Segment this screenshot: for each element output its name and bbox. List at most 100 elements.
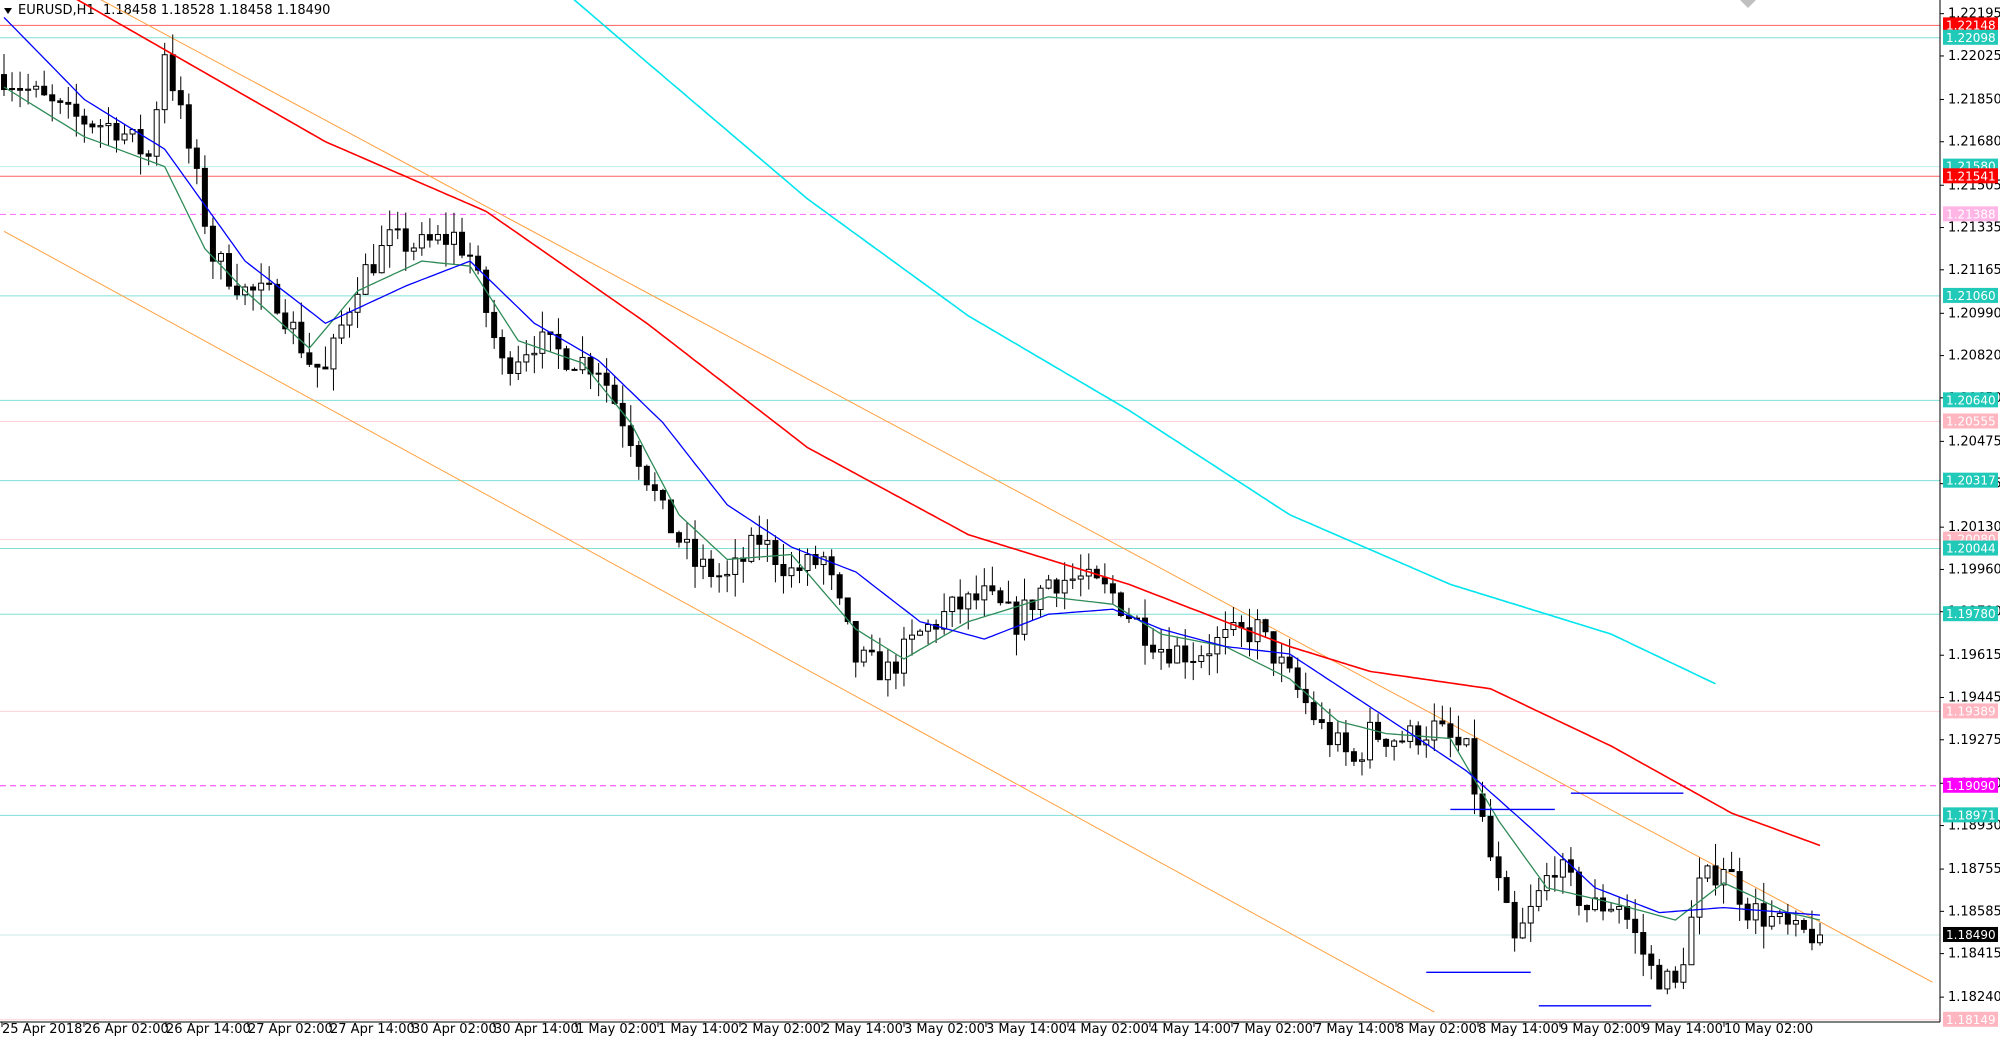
moving-average-line <box>3 86 1821 921</box>
price-tag-label: 1.19090 <box>1946 779 1996 793</box>
candle-body <box>1527 905 1534 924</box>
candle-body <box>1688 916 1695 966</box>
x-tick-label: 4 May 14:00 <box>1150 1022 1231 1037</box>
candle-body <box>346 311 353 326</box>
scroll-marker-icon[interactable] <box>1740 0 1756 8</box>
x-tick-label: 3 May 02:00 <box>904 1022 985 1037</box>
candle-body <box>724 573 731 577</box>
price-tag <box>1943 807 1998 823</box>
candle-body <box>732 557 739 575</box>
candle-body <box>1760 903 1767 927</box>
candle-body <box>675 532 682 543</box>
price-tag-label: 1.20317 <box>1946 474 1996 488</box>
candle-body <box>1736 871 1743 905</box>
candle-body <box>965 593 972 610</box>
ohlc-readout: 1.18458 1.18528 1.18458 1.18490 <box>102 3 331 18</box>
candle-body <box>491 311 498 339</box>
candle-body <box>539 331 546 354</box>
x-tick-label: 30 Apr 02:00 <box>412 1022 497 1037</box>
candle-body <box>1656 964 1663 990</box>
candle-body <box>450 231 457 245</box>
candle-body <box>426 234 433 241</box>
candle-body <box>234 285 241 296</box>
candle-body <box>812 554 819 566</box>
price-tag-label: 1.22148 <box>1946 18 1996 32</box>
candle-body <box>868 649 875 653</box>
candle-body <box>169 54 176 92</box>
candle-body <box>1198 655 1205 662</box>
candle-body <box>378 245 385 274</box>
y-tick-label: 1.20990 <box>1948 306 2000 321</box>
candle-body <box>225 253 232 287</box>
candle-body <box>201 167 208 227</box>
candle-body <box>499 337 506 359</box>
candle-body <box>1318 719 1325 724</box>
price-tag-label: 1.20640 <box>1946 393 1996 407</box>
candle-body <box>1391 740 1398 747</box>
candle-body <box>523 354 530 363</box>
candle-body <box>17 88 24 91</box>
y-tick-label: 1.21165 <box>1948 263 2000 278</box>
dropdown-triangle-icon[interactable] <box>4 7 12 14</box>
candle-body <box>1680 964 1687 983</box>
candle-body <box>764 540 771 545</box>
x-tick-label: 2 May 14:00 <box>822 1022 903 1037</box>
moving-average-line <box>76 0 1821 847</box>
candle-body <box>113 122 120 141</box>
candle-body <box>1174 645 1181 664</box>
y-tick-label: 1.20820 <box>1948 349 2000 364</box>
price-tag <box>1943 392 1998 408</box>
candle-body <box>1728 869 1735 873</box>
candle-body <box>1350 751 1357 762</box>
y-tick-label: 1.19960 <box>1948 562 2000 577</box>
candle-body <box>1792 919 1799 925</box>
price-tag <box>1943 606 1998 622</box>
candle-body <box>442 233 449 245</box>
price-tag <box>1943 926 1998 942</box>
price-tag-label: 1.22098 <box>1946 31 1996 45</box>
candle-body <box>1326 722 1333 746</box>
candle-body <box>330 337 337 370</box>
candles <box>1 34 1823 995</box>
candle-body <box>322 366 329 370</box>
candle-body <box>1455 736 1462 746</box>
candle-body <box>266 282 273 285</box>
candle-body <box>1752 903 1759 921</box>
candle-body <box>386 229 393 247</box>
candle-body <box>65 101 72 105</box>
y-tick-label: 1.21335 <box>1948 221 2000 236</box>
x-tick-label: 1 May 14:00 <box>658 1022 739 1037</box>
candle-body <box>1182 645 1189 663</box>
candle-body <box>1270 631 1277 664</box>
candle-body <box>595 372 602 375</box>
candle-body <box>804 554 811 572</box>
candle-body <box>314 363 321 368</box>
price-tag <box>1943 287 1998 303</box>
candle-body <box>9 88 16 91</box>
candle-body <box>716 575 723 578</box>
candle-body <box>1101 577 1108 585</box>
candle-body <box>909 634 915 640</box>
price-tag <box>1943 703 1998 719</box>
candle-body <box>1664 970 1671 990</box>
y-tick-label: 1.18240 <box>1948 990 2000 1005</box>
x-tick-label: 7 May 14:00 <box>1314 1022 1395 1037</box>
x-tick-label: 8 May 02:00 <box>1396 1022 1477 1037</box>
candle-body <box>1648 953 1655 966</box>
candle-body <box>748 534 755 562</box>
candle-body <box>1632 918 1639 934</box>
candle-body <box>1383 738 1390 747</box>
candle-body <box>434 233 441 241</box>
x-tick-label: 8 May 14:00 <box>1478 1022 1559 1037</box>
x-tick-label: 7 May 02:00 <box>1232 1022 1313 1037</box>
candle-body <box>1069 578 1076 581</box>
candle-body <box>290 321 297 330</box>
candle-body <box>1487 815 1494 858</box>
candle-body <box>1045 579 1052 589</box>
channel-line <box>100 0 1933 983</box>
candle-body <box>362 264 369 295</box>
candle-body <box>1302 688 1309 704</box>
candle-body <box>418 234 425 249</box>
